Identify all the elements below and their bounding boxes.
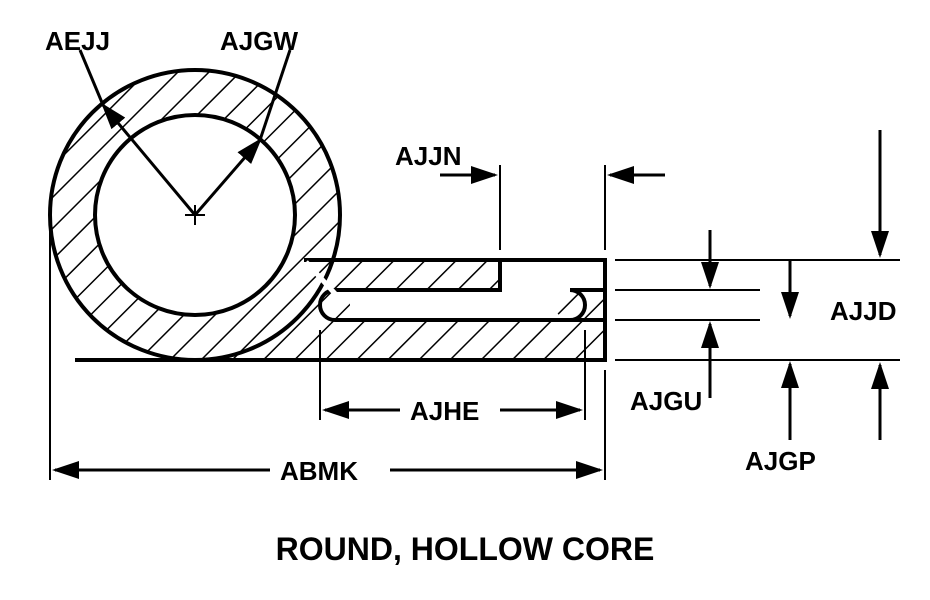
label-ajgp: AJGP (745, 446, 816, 476)
label-aejj: AEJJ (45, 26, 110, 56)
label-ajgu: AJGU (630, 386, 702, 416)
label-ajjn: AJJN (395, 141, 461, 171)
label-ajhe: AJHE (410, 396, 479, 426)
diagram-container: AEJJ AJGW ABMK AJHE AJJN AJJD AJGU (0, 0, 930, 600)
diagram-svg: AEJJ AJGW ABMK AJHE AJJN AJJD AJGU (0, 0, 930, 600)
diagram-title: ROUND, HOLLOW CORE (276, 531, 655, 567)
label-ajjd: AJJD (830, 296, 896, 326)
label-ajgw: AJGW (220, 26, 298, 56)
label-abmk: ABMK (280, 456, 358, 486)
